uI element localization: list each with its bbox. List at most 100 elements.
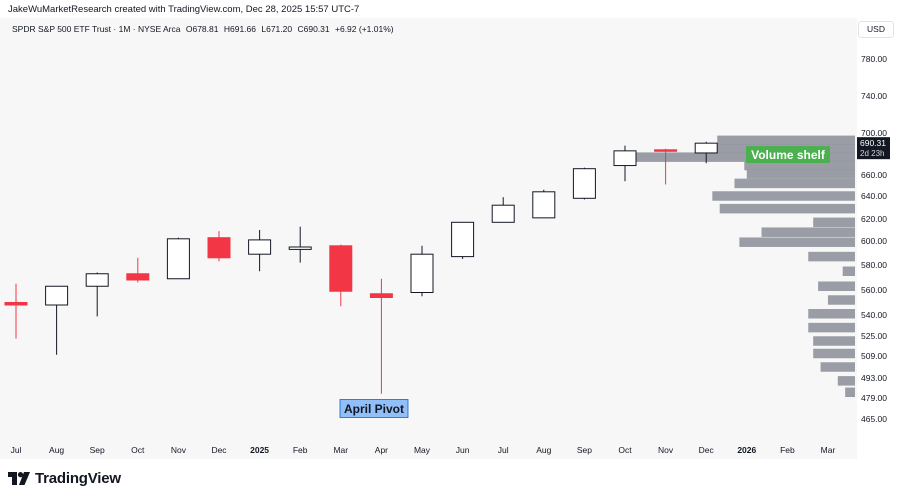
price-tag-value: 690.31 — [860, 138, 886, 148]
volume-profile-bar — [808, 251, 855, 262]
volume-profile-bar — [813, 336, 855, 346]
candle — [694, 141, 718, 164]
price-tick-label: 700.00 — [861, 128, 887, 138]
time-tick-label: 2025 — [250, 445, 269, 455]
legend-change: +6.92 (+1.01%) — [335, 24, 394, 34]
candle-body — [248, 239, 272, 255]
price-tick-label: 660.00 — [861, 170, 887, 180]
footer — [0, 459, 900, 497]
candle — [166, 237, 190, 280]
volume-profile-bar — [827, 295, 855, 305]
currency-button[interactable]: USD — [858, 21, 894, 38]
price-tick-label: 479.00 — [861, 393, 887, 403]
legend-high: H691.66 — [223, 24, 256, 34]
plot-area[interactable] — [0, 18, 857, 459]
volume-profile-bar — [818, 281, 855, 291]
volume-profile-bar — [746, 169, 855, 179]
time-tick-label: Nov — [658, 445, 674, 455]
candles — [4, 141, 718, 394]
candle-body — [451, 221, 475, 258]
time-tick-label: Apr — [375, 445, 388, 455]
candle — [45, 285, 69, 355]
time-tick-label: May — [414, 445, 431, 455]
time-tick-label: Nov — [171, 445, 187, 455]
symbol-title: SPDR S&P 500 ETF Trust · 1M · NYSE Arca — [12, 24, 181, 34]
candle-body — [410, 253, 434, 293]
legend-open: O678.81 — [185, 24, 219, 34]
candle — [207, 231, 231, 262]
volume-profile-bar — [820, 362, 855, 372]
candle-body — [532, 191, 556, 219]
volume-profile-bar — [813, 348, 855, 359]
legend-low: L671.20 — [261, 24, 293, 34]
price-tag-box — [857, 137, 890, 160]
volume-profile-bar — [734, 178, 855, 189]
price-tick-label: 493.00 — [861, 373, 887, 383]
time-tick-label: Dec — [211, 445, 227, 455]
candle — [654, 148, 678, 185]
candle — [532, 189, 556, 219]
time-tick-label: Oct — [618, 445, 632, 455]
time-tick-label: Jul — [498, 445, 509, 455]
candle — [572, 167, 596, 200]
time-tick-label: Jul — [11, 445, 22, 455]
volume-profile-bar — [808, 322, 855, 333]
time-tick-label: Sep — [577, 445, 592, 455]
candle — [85, 272, 109, 317]
header-bar — [0, 0, 900, 18]
candle-body — [85, 273, 109, 287]
candle-body — [288, 246, 312, 250]
time-axis-labels: Jul Aug Sep Oct Nov Dec 2025 Feb Mar Apr May Jun Jul… — [11, 445, 836, 455]
price-tick-label: 509.00 — [861, 351, 887, 361]
tradingview-logo[interactable]: TradingView — [8, 469, 121, 487]
april-pivot-label-box — [339, 399, 409, 418]
volume-profile-bar — [712, 191, 855, 201]
tradingview-wordmark: TradingView — [35, 469, 121, 487]
volume-shelf-label: Volume shelf — [751, 148, 826, 162]
volume-profile-bar — [717, 135, 855, 146]
volume-profile-bar — [719, 203, 855, 214]
volume-profile-bar — [845, 387, 855, 398]
candle — [613, 145, 637, 182]
time-axis[interactable] — [0, 441, 857, 459]
volume-shelf-label-box — [746, 146, 830, 164]
symbol-legend: SPDR S&P 500 ETF Trust · 1M · NYSE Arca … — [12, 24, 397, 34]
volume-profile-bar — [744, 160, 855, 171]
time-tick-label: Oct — [131, 445, 145, 455]
candle-body — [654, 149, 678, 152]
volume-profile-bar — [739, 237, 855, 247]
candle-body — [166, 238, 190, 280]
price-tick-label: 580.00 — [861, 260, 887, 270]
candle-body — [369, 293, 393, 298]
time-tick-label: Dec — [699, 445, 715, 455]
time-tick-label: Mar — [821, 445, 836, 455]
tradingview-logo-icon — [8, 471, 30, 485]
candle — [288, 226, 312, 263]
candle-body — [329, 245, 353, 292]
price-tick-label: 540.00 — [861, 310, 887, 320]
candle — [329, 244, 353, 307]
volume-profile-bar — [837, 376, 855, 386]
candle-body — [126, 273, 150, 281]
annotations: Volume shelf April Pivot — [339, 146, 830, 418]
candle-body — [572, 168, 596, 199]
candle — [4, 283, 28, 339]
candle — [126, 257, 150, 283]
time-tick-label: 2026 — [737, 445, 756, 455]
april-pivot-label: April Pivot — [344, 402, 404, 416]
price-tick-label: 525.00 — [861, 331, 887, 341]
candle — [491, 197, 515, 223]
credit-text: JakeWuMarketResearch created with Tradin… — [8, 4, 360, 15]
volume-profile-bar — [813, 217, 855, 228]
candle-body — [613, 150, 637, 167]
time-tick-label: Feb — [780, 445, 795, 455]
candle-body — [4, 302, 28, 306]
price-tag-countdown: 2d 23h — [860, 149, 884, 158]
price-axis[interactable] — [857, 18, 900, 459]
price-tick-label: 600.00 — [861, 236, 887, 246]
price-tick-label: 620.00 — [861, 214, 887, 224]
candle — [410, 245, 434, 297]
price-tick-label: 740.00 — [861, 91, 887, 101]
